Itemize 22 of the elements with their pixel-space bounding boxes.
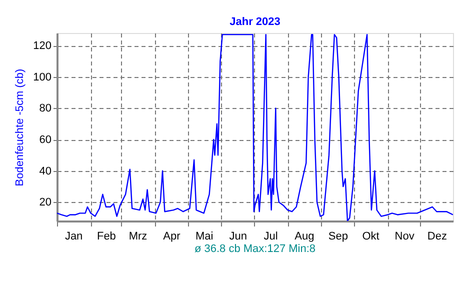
y-tick-label: 100 [33, 71, 52, 84]
text: ø 36.8 cb Max:127 Min:8 [194, 243, 316, 255]
x-tick-label: Nov [394, 230, 415, 242]
y-tick-label: 60 [39, 134, 52, 146]
x-tick-label: Aug [294, 230, 314, 242]
line-series [57, 34, 453, 221]
x-tick-label: Apr [163, 230, 181, 242]
y-tick-label: 40 [39, 165, 52, 178]
x-tick-label: Dez [427, 230, 447, 242]
y-axis-title: Bodenfeuchte -5cm (cb) [14, 68, 26, 186]
x-tick-label: Feb [96, 230, 116, 242]
x-tick-label: Jun [229, 230, 247, 242]
x-tick-label: Mai [196, 230, 214, 242]
x-tick-label: Sep [328, 230, 348, 242]
y-tick-label: 80 [39, 102, 52, 115]
chart-title: Jahr 2023 [230, 16, 280, 28]
y-tick-label: 20 [39, 196, 52, 209]
x-tick-label: Mrz [128, 230, 148, 242]
x-tick-label: Okt [362, 230, 380, 242]
x-tick-label: Jan [64, 230, 83, 242]
x-tick-label: Jul [264, 230, 278, 242]
y-tick-label: 120 [33, 40, 52, 52]
